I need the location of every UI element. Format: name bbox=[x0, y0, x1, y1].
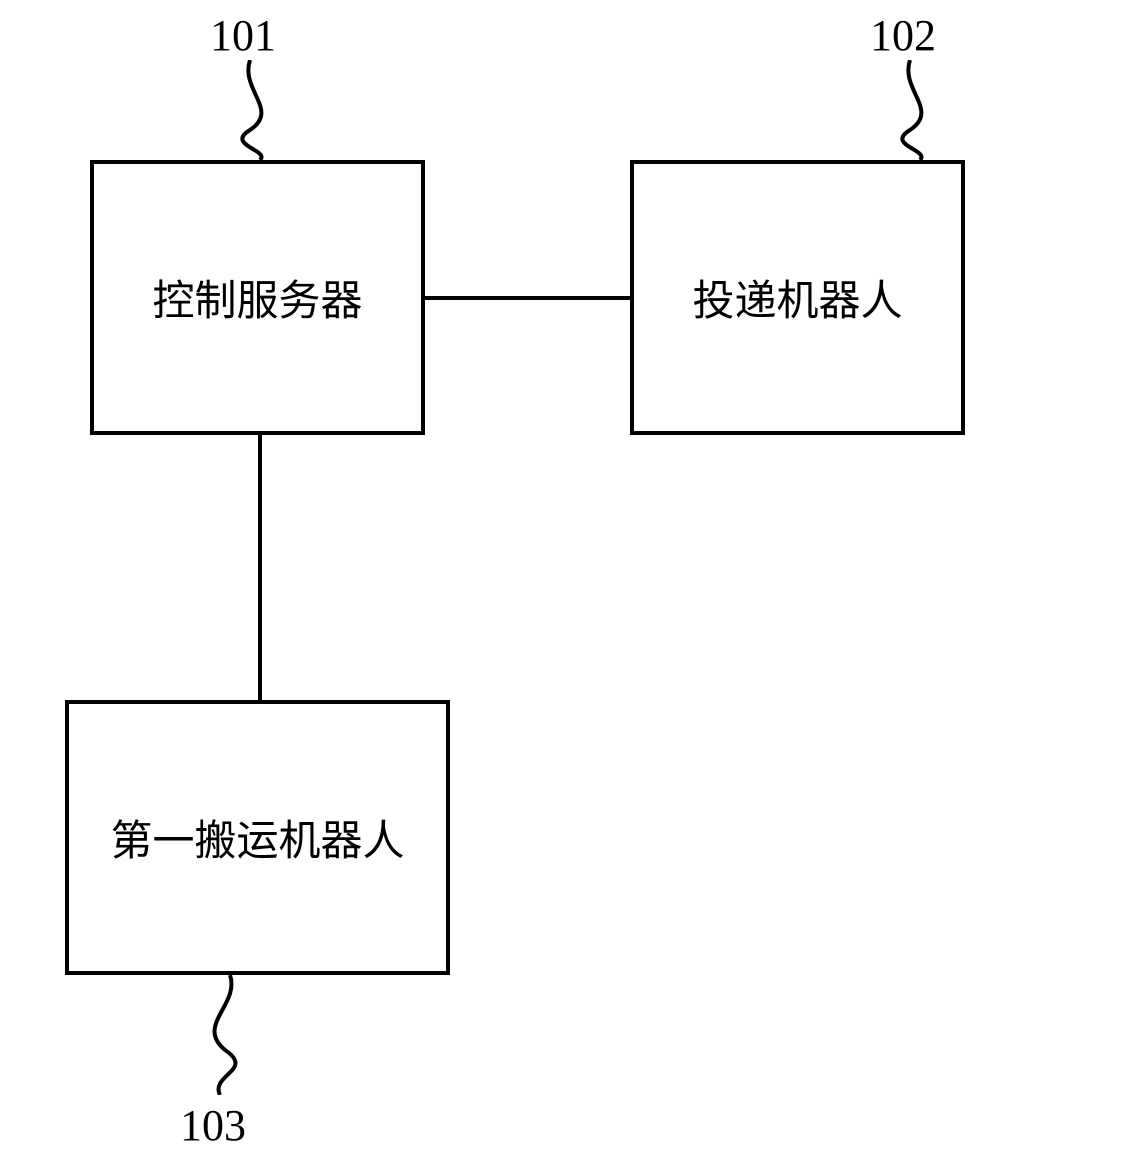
box-control-server-label: 控制服务器 bbox=[152, 267, 362, 328]
diagram-canvas: 101 102 103 控制服务器 投递机器人 第一搬运机器人 bbox=[0, 0, 1135, 1159]
box-delivery-robot: 投递机器人 bbox=[630, 160, 965, 435]
ref-label-102: 102 bbox=[870, 10, 936, 61]
box-delivery-robot-label: 投递机器人 bbox=[692, 267, 902, 328]
box-first-transport-robot: 第一搬运机器人 bbox=[65, 700, 450, 975]
leader-103 bbox=[200, 975, 260, 1095]
leader-102-path bbox=[902, 60, 921, 160]
ref-label-101: 101 bbox=[210, 10, 276, 61]
ref-label-103: 103 bbox=[180, 1100, 246, 1151]
box-control-server: 控制服务器 bbox=[90, 160, 425, 435]
leader-102 bbox=[890, 60, 950, 160]
leader-103-path bbox=[215, 975, 236, 1095]
box-first-transport-robot-label: 第一搬运机器人 bbox=[110, 807, 404, 868]
connector-101-103 bbox=[258, 435, 262, 700]
connector-101-102 bbox=[425, 296, 630, 300]
leader-101-path bbox=[242, 60, 261, 160]
leader-101 bbox=[230, 60, 290, 160]
